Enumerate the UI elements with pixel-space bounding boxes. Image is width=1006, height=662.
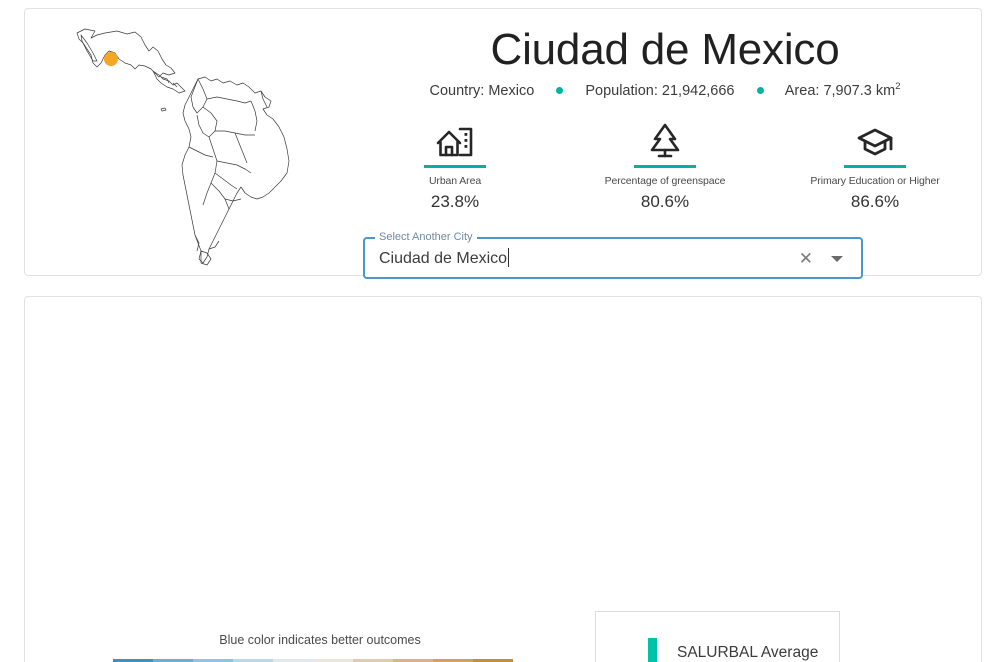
salurbal-average-swatch [648, 637, 657, 662]
stat-label: Urban Area [428, 175, 482, 187]
stat-label: Percentage of greenspace [604, 175, 726, 187]
map-city-marker[interactable] [104, 52, 118, 66]
tree-icon [565, 117, 765, 159]
meta-separator-dot [756, 86, 764, 94]
stat-rule [424, 165, 486, 168]
text-cursor [508, 248, 510, 267]
area-unit-exponent: 2 [895, 81, 901, 92]
stat-value: 80.6% [640, 192, 690, 211]
select-city-label: Select Another City [375, 231, 477, 243]
area-label: Area: 7,907.3 km [784, 82, 896, 99]
stat-label: Primary Education or Higher [810, 175, 940, 187]
legend-box: SALURBAL Average City Average [595, 611, 840, 662]
stat-greenspace: Percentage of greenspace 80.6% [565, 117, 765, 212]
scale-swatch-6 [353, 659, 393, 662]
population-label: Population: 21,942,666 [585, 82, 735, 99]
chevron-down-icon[interactable] [831, 256, 843, 262]
city-header-panel: Ciudad de Mexico Country: Mexico Populat… [24, 8, 982, 279]
stat-value: 23.8% [430, 192, 480, 211]
legend-label: SALURBAL Average [677, 643, 819, 661]
urban-building-icon [355, 117, 555, 159]
scale-swatch-7 [393, 659, 433, 662]
city-stats: Urban Area 23.8% Percentage of greenspac… [355, 117, 975, 212]
scale-caption: Blue color indicates better outcomes [219, 633, 421, 647]
select-city-field[interactable]: Select Another City Ciudad de Mexico ✕ [363, 231, 863, 279]
stat-rule [634, 165, 696, 168]
country-label: Country: Mexico [429, 82, 535, 99]
scale-swatch-0 [113, 659, 153, 662]
select-city-value: Ciudad de Mexico [379, 250, 508, 267]
scale-swatch-1 [153, 659, 193, 662]
metrics-panel: Blue color indicates better outcomes SAL… [24, 296, 982, 662]
city-meta: Country: Mexico Population: 21,942,666 A… [355, 81, 975, 99]
scale-swatch-8 [433, 659, 473, 662]
stat-value: 86.6% [850, 192, 900, 211]
stat-education: Primary Education or Higher 86.6% [775, 117, 975, 212]
color-scale-legend [113, 659, 513, 662]
legend-item-salurbal: SALURBAL Average [648, 637, 839, 662]
stat-urban-area: Urban Area 23.8% [355, 117, 555, 212]
clear-icon[interactable]: ✕ [798, 249, 813, 268]
stat-rule [844, 165, 906, 168]
scale-swatch-2 [193, 659, 233, 662]
meta-separator-dot [556, 86, 564, 94]
scale-swatch-3 [233, 659, 273, 662]
scale-swatch-5 [313, 659, 353, 662]
scale-swatch-4 [273, 659, 313, 662]
latin-america-map[interactable] [65, 21, 335, 271]
page-title: Ciudad de Mexico [490, 25, 840, 74]
graduation-cap-icon [775, 117, 975, 159]
scale-swatch-9 [473, 659, 513, 662]
select-city-input[interactable]: Ciudad de Mexico [379, 248, 510, 268]
